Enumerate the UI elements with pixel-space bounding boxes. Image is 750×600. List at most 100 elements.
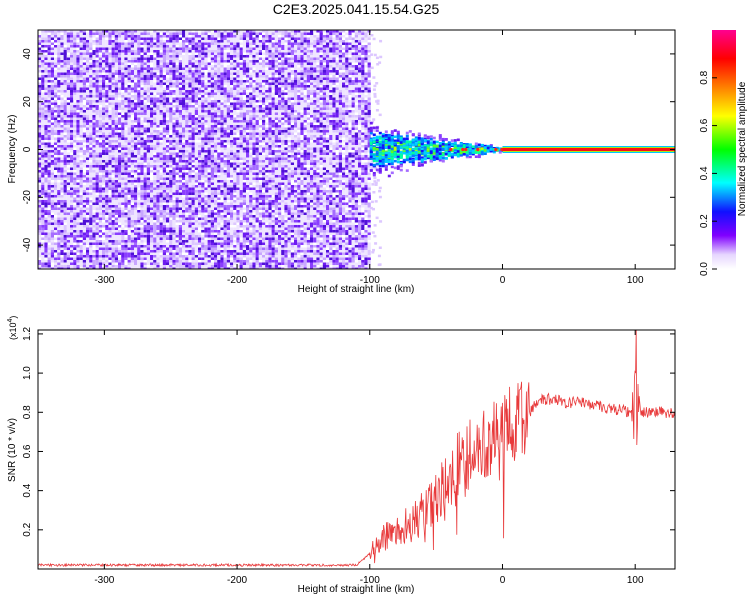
spectrogram-cell bbox=[108, 217, 112, 220]
spectrogram-cell bbox=[159, 165, 163, 168]
spectrogram-cell bbox=[162, 90, 166, 93]
spectrogram-cell bbox=[140, 132, 144, 135]
spectrogram-cell bbox=[146, 167, 150, 170]
spectrogram-cell bbox=[41, 135, 45, 138]
spectrogram-cell bbox=[146, 252, 150, 255]
spectrogram-cell bbox=[159, 172, 163, 175]
spectrogram-cell bbox=[79, 125, 83, 128]
spectrogram-cell bbox=[124, 97, 128, 100]
spectrogram-cell bbox=[47, 197, 51, 200]
spectrogram-cell bbox=[98, 142, 102, 145]
spectrogram-cell bbox=[204, 100, 208, 103]
spectrogram-cell bbox=[156, 220, 160, 223]
spectrogram-cell bbox=[73, 192, 77, 195]
spectrogram-cell bbox=[79, 170, 83, 173]
spectrogram-cell bbox=[54, 130, 58, 133]
spectrogram-cell bbox=[137, 235, 141, 238]
spectrogram-cell bbox=[150, 87, 154, 90]
spectrogram-cell bbox=[47, 155, 51, 158]
spectrogram-cell bbox=[79, 115, 83, 118]
spectrogram-cell bbox=[86, 225, 90, 228]
spectrogram-cell bbox=[92, 252, 96, 255]
spectrogram-cell bbox=[111, 102, 115, 105]
spectrogram-cell bbox=[60, 35, 64, 38]
spectrogram-cell bbox=[130, 110, 134, 113]
spectrogram-cell bbox=[70, 65, 74, 68]
spectrogram-cell bbox=[82, 72, 86, 75]
spectrogram-cell bbox=[175, 57, 179, 60]
spectrogram-cell bbox=[105, 237, 109, 240]
spectrogram-cell bbox=[178, 32, 182, 35]
spectrogram-cell bbox=[73, 122, 77, 125]
spectrogram-cell bbox=[98, 197, 102, 200]
spectrogram-cell bbox=[82, 117, 86, 120]
spectrogram-cell bbox=[194, 222, 198, 225]
spectrogram-cell bbox=[194, 260, 198, 263]
spectrogram-cell bbox=[127, 55, 131, 58]
spectrogram-cell bbox=[82, 80, 86, 83]
spectrogram-cell bbox=[86, 207, 90, 210]
spectrogram-cell bbox=[92, 85, 96, 88]
spectrogram-cell bbox=[73, 220, 77, 223]
spectrogram-cell bbox=[194, 147, 198, 150]
spectrogram-cell bbox=[41, 220, 45, 223]
spectrogram-cell bbox=[207, 42, 211, 45]
spectrogram-cell bbox=[57, 67, 61, 70]
spectrogram-cell bbox=[95, 152, 99, 155]
spectrogram-cell bbox=[89, 262, 93, 265]
spectrogram-cell bbox=[140, 227, 144, 230]
spectrogram-cell bbox=[150, 185, 154, 188]
spectrogram-cell bbox=[121, 120, 125, 123]
spectrogram-cell bbox=[86, 222, 90, 225]
spectrogram-cell bbox=[41, 62, 45, 65]
spectrogram-cell bbox=[146, 42, 150, 45]
spectrogram-cell bbox=[118, 160, 122, 163]
spectrogram-cell bbox=[66, 167, 70, 170]
spectrogram-cell bbox=[188, 160, 192, 163]
spectrogram-cell bbox=[98, 210, 102, 213]
spectrogram-cell bbox=[105, 40, 109, 43]
spectrogram-cell bbox=[143, 185, 147, 188]
spectrogram-cell bbox=[143, 240, 147, 243]
spectrogram-cell bbox=[105, 155, 109, 158]
spectrogram-cell bbox=[204, 87, 208, 90]
spectrogram-cell bbox=[73, 140, 77, 143]
spectrogram-cell bbox=[121, 30, 125, 33]
spectrogram-cell bbox=[159, 132, 163, 135]
spectrogram-cell bbox=[172, 140, 176, 143]
spectrogram-cell bbox=[169, 155, 173, 158]
spectrogram-cell bbox=[63, 142, 67, 145]
spectrogram-cell bbox=[162, 245, 166, 248]
spectrogram-cell bbox=[73, 110, 77, 113]
spectrogram-cell bbox=[169, 37, 173, 40]
spectrogram-cell bbox=[188, 112, 192, 115]
spectrogram-cell bbox=[185, 247, 189, 250]
spectrogram-cell bbox=[57, 52, 61, 55]
spectrogram-cell bbox=[108, 265, 112, 268]
spectrogram-cell bbox=[214, 125, 218, 128]
spectrogram-cell bbox=[44, 92, 48, 95]
spectrogram-cell bbox=[137, 140, 141, 143]
spectrogram-cell bbox=[178, 215, 182, 218]
spectrogram-cell bbox=[188, 197, 192, 200]
spectrogram-cell bbox=[114, 72, 118, 75]
spectrogram-cell bbox=[156, 247, 160, 250]
spectrogram-cell bbox=[134, 85, 138, 88]
spectrogram-cell bbox=[54, 107, 58, 110]
spectrogram-cell bbox=[118, 65, 122, 68]
spectrogram-cell bbox=[185, 255, 189, 258]
spectrogram-cell bbox=[73, 240, 77, 243]
spectrogram-cell bbox=[210, 60, 214, 63]
spectrogram-cell bbox=[204, 150, 208, 153]
spectrogram-cell bbox=[198, 237, 202, 240]
spectrogram-cell bbox=[166, 212, 170, 215]
spectrogram-cell bbox=[121, 95, 125, 98]
spectrogram-cell bbox=[118, 152, 122, 155]
spectrogram-cell bbox=[166, 147, 170, 150]
spectrogram-cell bbox=[127, 50, 131, 53]
spectrogram-cell bbox=[57, 255, 61, 258]
spectrogram-cell bbox=[124, 195, 128, 198]
spectrogram-cell bbox=[63, 172, 67, 175]
spectrogram-cell bbox=[47, 37, 51, 40]
spectrogram-cell bbox=[50, 162, 54, 165]
